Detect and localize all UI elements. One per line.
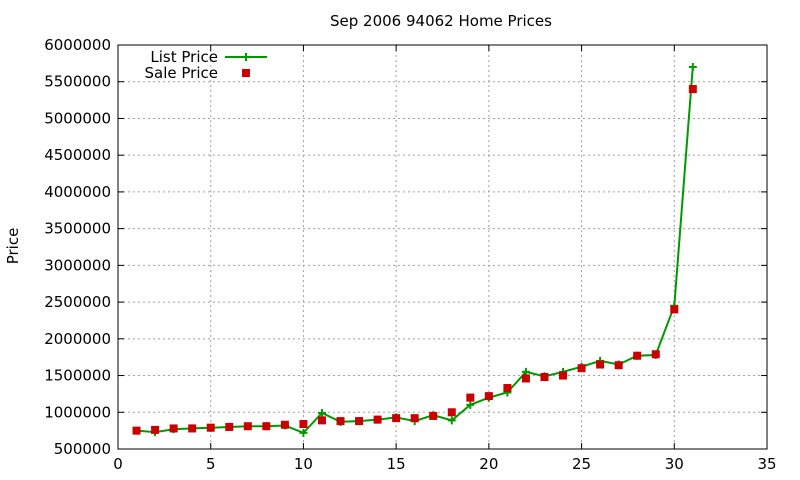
x-tick-label: 35 xyxy=(757,455,776,473)
sale-price-point xyxy=(151,425,160,434)
sale-price-point xyxy=(429,411,438,420)
list-price-point xyxy=(688,63,697,72)
x-tick-label: 25 xyxy=(572,455,591,473)
tick-labels: 0 5 10 15 20 25 30 35 500000 1000000 1500000 200000… xyxy=(44,36,776,473)
x-tick-label: 0 xyxy=(113,455,123,473)
sale-price-point xyxy=(651,350,660,359)
sale-price-point xyxy=(447,408,456,417)
sale-price-point xyxy=(484,392,493,401)
sale-price-point xyxy=(132,426,141,435)
list-price-point xyxy=(317,409,326,418)
sale-price-point xyxy=(317,416,326,425)
sale-price-point xyxy=(243,422,252,431)
list-price-line xyxy=(136,66,694,434)
sale-price-point xyxy=(336,417,345,426)
series-list-price xyxy=(132,63,697,437)
sale-price-point xyxy=(466,393,475,402)
list-price-point xyxy=(299,428,308,437)
list-price-point xyxy=(447,416,456,425)
grid-lines xyxy=(118,45,767,449)
sale-price-point xyxy=(633,351,642,360)
sale-price-point xyxy=(206,423,215,432)
y-tick-label: 3500000 xyxy=(44,220,111,238)
y-tick-label: 1500000 xyxy=(44,367,111,385)
sale-price-point xyxy=(577,364,586,373)
y-tick-label: 2000000 xyxy=(44,330,111,348)
sale-price-point xyxy=(503,384,512,393)
y-tick-label: 3000000 xyxy=(44,256,111,274)
series-sale-price xyxy=(132,85,697,435)
sale-price-point xyxy=(355,417,364,426)
axes xyxy=(117,44,768,450)
sale-price-point xyxy=(280,420,289,429)
sale-price-point xyxy=(410,414,419,423)
legend-marker xyxy=(242,53,250,61)
sale-price-point xyxy=(373,415,382,424)
series-layer xyxy=(132,63,697,437)
sale-price-point xyxy=(188,424,197,433)
sale-price-point xyxy=(614,361,623,370)
sale-price-point xyxy=(540,373,549,382)
plot-frame xyxy=(117,44,768,450)
sale-price-point xyxy=(392,414,401,423)
sale-price-point xyxy=(299,420,308,429)
chart-title: Sep 2006 94062 Home Prices xyxy=(330,12,552,30)
legend-item-list-price: List Price xyxy=(150,48,267,66)
y-tick-label: 4500000 xyxy=(44,146,111,164)
x-tick-label: 15 xyxy=(387,455,406,473)
legend-marker xyxy=(242,69,250,77)
y-tick-label: 6000000 xyxy=(44,36,111,54)
legend-label: List Price xyxy=(150,48,218,66)
sale-price-point xyxy=(169,424,178,433)
x-tick-label: 30 xyxy=(665,455,684,473)
y-tick-label: 5000000 xyxy=(44,109,111,127)
sale-price-point xyxy=(225,422,234,431)
sale-price-point xyxy=(559,371,568,380)
y-tick-label: 1000000 xyxy=(44,403,111,421)
list-price-point xyxy=(466,400,475,409)
x-tick-label: 5 xyxy=(206,455,216,473)
y-tick-label: 5500000 xyxy=(44,73,111,91)
y-tick-label: 2500000 xyxy=(44,293,111,311)
sale-price-point xyxy=(521,374,530,383)
legend-item-sale-price: Sale Price xyxy=(145,64,250,82)
y-tick-label: 500000 xyxy=(54,440,111,458)
sale-price-point xyxy=(596,360,605,369)
y-axis-label: Price xyxy=(4,228,22,265)
legend-label: Sale Price xyxy=(145,64,218,82)
x-tick-label: 20 xyxy=(479,455,498,473)
sale-price-point xyxy=(670,305,679,314)
x-tick-label: 10 xyxy=(294,455,313,473)
sale-price-point xyxy=(688,85,697,94)
y-tick-label: 4000000 xyxy=(44,183,111,201)
sale-price-point xyxy=(262,422,271,431)
